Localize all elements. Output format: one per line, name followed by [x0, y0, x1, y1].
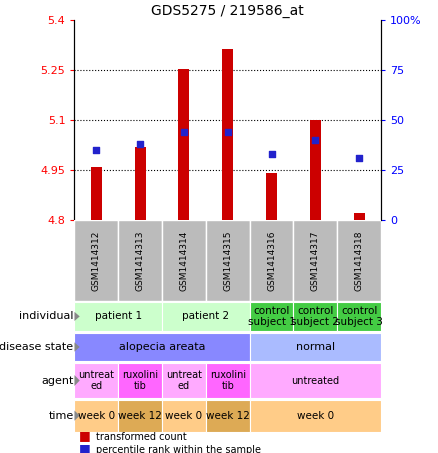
Bar	[310, 120, 321, 220]
Point	[356, 154, 363, 162]
Text: untreated: untreated	[291, 376, 339, 386]
Text: week 12: week 12	[118, 410, 162, 421]
Text: normal: normal	[296, 342, 335, 352]
Text: week 0: week 0	[166, 410, 202, 421]
Bar	[223, 48, 233, 220]
Bar	[250, 400, 381, 432]
Text: individual: individual	[19, 311, 74, 322]
Bar	[250, 302, 293, 331]
Text: patient 2: patient 2	[182, 311, 230, 322]
Point	[268, 150, 275, 158]
Bar	[206, 220, 250, 301]
Bar	[266, 173, 277, 220]
Text: GSM1414315: GSM1414315	[223, 230, 232, 291]
Bar	[293, 302, 337, 331]
Bar	[206, 400, 250, 432]
Text: week 12: week 12	[206, 410, 250, 421]
Text: patient 1: patient 1	[95, 311, 142, 322]
Bar	[118, 400, 162, 432]
Text: control
subject 2: control subject 2	[291, 306, 339, 327]
Text: time: time	[48, 410, 74, 421]
Text: week 0: week 0	[78, 410, 115, 421]
Bar	[74, 220, 118, 301]
Text: GSM1414314: GSM1414314	[180, 230, 188, 291]
Text: transformed count: transformed count	[96, 432, 187, 442]
Bar	[91, 167, 102, 220]
Point	[137, 140, 144, 148]
Bar	[250, 220, 293, 301]
Bar	[162, 363, 206, 398]
Bar	[162, 220, 206, 301]
Text: ruxolini
tib: ruxolini tib	[210, 370, 246, 391]
Text: week 0: week 0	[297, 410, 334, 421]
Bar	[118, 363, 162, 398]
Text: GSM1414312: GSM1414312	[92, 230, 101, 291]
Text: GSM1414313: GSM1414313	[136, 230, 145, 291]
Text: untreat
ed: untreat ed	[78, 370, 114, 391]
Text: percentile rank within the sample: percentile rank within the sample	[96, 445, 261, 453]
Bar	[354, 213, 364, 220]
Bar	[118, 220, 162, 301]
Bar	[162, 400, 206, 432]
Polygon shape	[74, 410, 80, 421]
Text: untreat
ed: untreat ed	[166, 370, 202, 391]
Text: ■: ■	[79, 442, 91, 453]
Point	[312, 136, 319, 144]
Bar	[179, 68, 189, 220]
Bar	[337, 220, 381, 301]
Text: alopecia areata: alopecia areata	[119, 342, 205, 352]
Bar	[74, 333, 250, 361]
Bar	[250, 363, 381, 398]
Bar	[135, 147, 145, 220]
Polygon shape	[74, 342, 80, 352]
Text: agent: agent	[41, 376, 74, 386]
Point	[180, 128, 187, 135]
Text: disease state: disease state	[0, 342, 74, 352]
Bar	[162, 302, 250, 331]
Text: control
subject 3: control subject 3	[335, 306, 383, 327]
Polygon shape	[74, 312, 80, 321]
Bar	[74, 363, 118, 398]
Bar	[337, 302, 381, 331]
Bar	[293, 220, 337, 301]
Polygon shape	[74, 375, 80, 386]
Bar	[74, 302, 162, 331]
Text: GSM1414316: GSM1414316	[267, 230, 276, 291]
Bar	[206, 363, 250, 398]
Text: ruxolini
tib: ruxolini tib	[122, 370, 158, 391]
Text: ■: ■	[79, 429, 91, 442]
Point	[93, 146, 100, 154]
Bar	[250, 333, 381, 361]
Point	[224, 128, 231, 135]
Text: GSM1414318: GSM1414318	[355, 230, 364, 291]
Text: control
subject 1: control subject 1	[247, 306, 296, 327]
Text: GSM1414317: GSM1414317	[311, 230, 320, 291]
Title: GDS5275 / 219586_at: GDS5275 / 219586_at	[152, 4, 304, 18]
Bar	[74, 400, 118, 432]
